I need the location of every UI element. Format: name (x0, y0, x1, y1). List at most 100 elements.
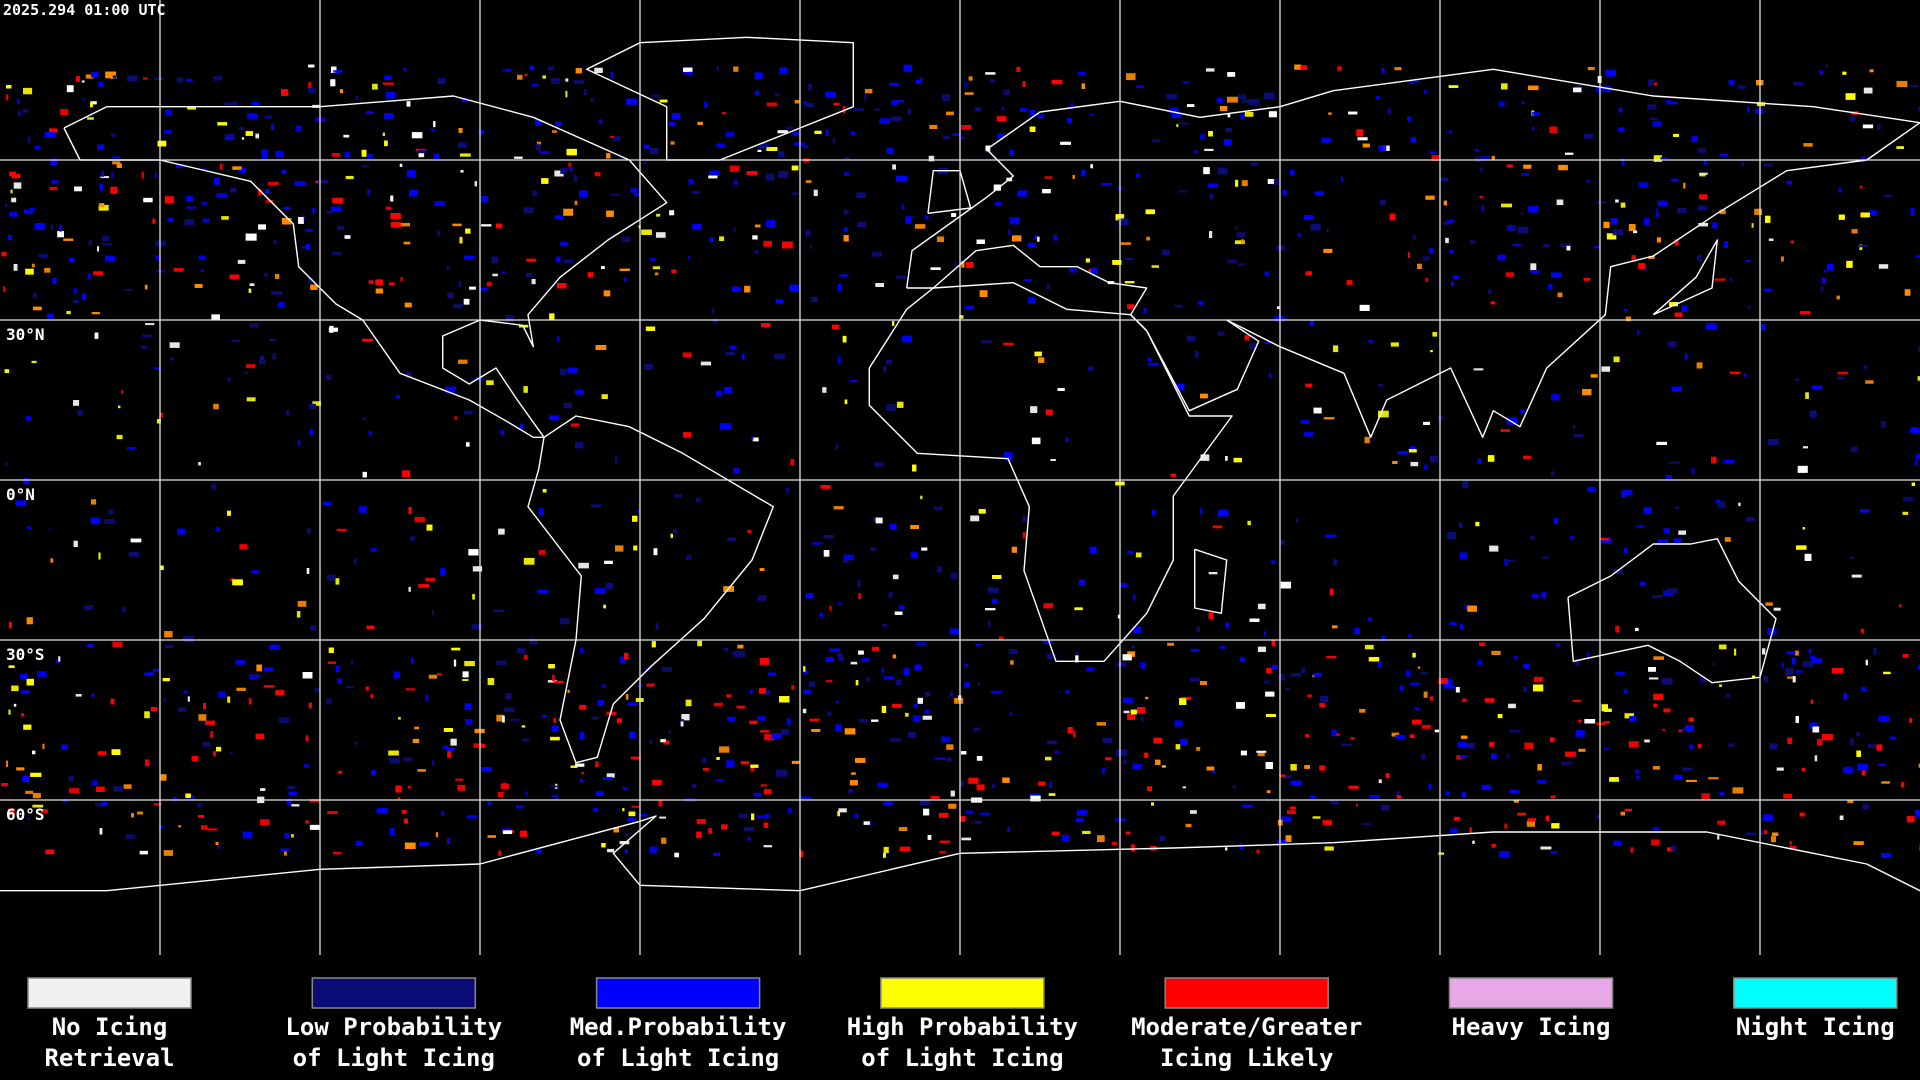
icing-patch (1851, 574, 1862, 578)
icing-patch (803, 689, 811, 695)
icing-patch (1341, 176, 1343, 182)
icing-patch (275, 274, 280, 279)
icing-patch (959, 315, 964, 319)
icing-patch (1878, 715, 1890, 722)
icing-patch (23, 724, 32, 730)
icing-patch (574, 200, 578, 205)
icing-patch (1082, 830, 1091, 834)
icing-patch (58, 656, 61, 662)
icing-patch (110, 133, 116, 137)
icing-patch (1910, 208, 1915, 215)
icing-patch (901, 204, 905, 209)
icing-patch (32, 306, 42, 311)
icing-patch (366, 111, 374, 114)
legend-label: Moderate/Greater (1131, 1013, 1362, 1041)
icing-patch (681, 714, 690, 721)
icing-patch (465, 228, 471, 234)
icing-patch (1396, 791, 1400, 796)
icing-patch (3, 286, 6, 292)
icing-patch (602, 776, 613, 781)
icing-patch (1212, 769, 1216, 774)
icing-patch (535, 119, 542, 126)
icing-patch (281, 169, 287, 174)
icing-patch (823, 535, 834, 539)
icing-patch (924, 709, 930, 714)
icing-patch (1649, 117, 1658, 120)
icing-patch (1309, 795, 1316, 799)
icing-patch (915, 79, 922, 84)
icing-patch (809, 244, 812, 249)
icing-patch (1086, 667, 1095, 672)
icing-patch (883, 676, 895, 679)
icing-patch (1001, 107, 1005, 111)
legend-swatch (27, 977, 192, 1009)
icing-patch (464, 661, 475, 667)
icing-patch (1272, 664, 1278, 670)
icing-patch (459, 236, 463, 244)
icing-patch (386, 92, 395, 99)
icing-patch (1199, 681, 1207, 685)
icing-patch (584, 89, 587, 96)
icing-patch (460, 170, 464, 173)
icing-patch (1683, 182, 1686, 189)
icing-patch (1623, 689, 1627, 694)
icing-patch (165, 109, 172, 116)
icing-patch (1424, 464, 1428, 470)
icing-patch (754, 90, 760, 96)
icing-patch (1786, 651, 1796, 655)
icing-patch (1470, 240, 1476, 244)
icing-patch (1027, 242, 1035, 248)
icing-patch (227, 696, 231, 703)
icing-patch (393, 671, 400, 679)
icing-patch (591, 716, 599, 720)
icing-patch (1473, 368, 1484, 371)
icing-patch (229, 274, 240, 279)
icing-patch (1530, 263, 1537, 271)
icing-patch (1655, 212, 1659, 218)
icing-patch (30, 772, 42, 777)
icing-patch (1396, 795, 1401, 799)
icing-patch (1359, 708, 1366, 713)
icing-patch (517, 74, 523, 80)
icing-patch (1407, 252, 1410, 258)
icing-patch (185, 793, 191, 798)
icing-patch (247, 112, 258, 119)
icing-patch (907, 108, 912, 115)
icing-patch (97, 751, 107, 756)
icing-patch (21, 713, 25, 717)
icing-patch (1420, 672, 1428, 675)
icing-patch (1022, 532, 1026, 539)
icing-patch (790, 459, 795, 466)
icing-patch (1793, 82, 1804, 86)
icing-patch (1348, 785, 1359, 789)
icing-patch (466, 442, 470, 447)
icing-patch (1425, 278, 1428, 282)
icing-patch (1320, 696, 1329, 703)
icing-patch (1445, 791, 1450, 796)
icing-patch (1541, 556, 1550, 559)
icing-patch (372, 83, 378, 90)
icing-patch (92, 780, 98, 786)
icing-patch (1196, 626, 1200, 633)
icing-patch (1477, 659, 1483, 665)
icing-patch (645, 326, 656, 331)
icing-patch (1504, 559, 1508, 566)
icing-patch (1285, 688, 1290, 691)
icing-patch (1257, 603, 1266, 610)
icing-patch (1681, 767, 1693, 771)
icing-patch (996, 116, 1007, 122)
icing-patch (1856, 732, 1861, 737)
icing-patch (1285, 835, 1292, 842)
icing-patch (205, 720, 215, 725)
icing-patch (1596, 722, 1606, 726)
icing-patch (1826, 264, 1834, 271)
icing-patch (1042, 189, 1051, 194)
legend-label: No Icing (52, 1013, 168, 1041)
icing-patch (1669, 302, 1678, 307)
icing-patch (362, 417, 367, 420)
icing-patch (610, 71, 613, 79)
icing-patch (287, 786, 295, 789)
icing-patch (708, 175, 718, 179)
icing-patch (249, 283, 255, 286)
icing-patch (702, 757, 707, 764)
